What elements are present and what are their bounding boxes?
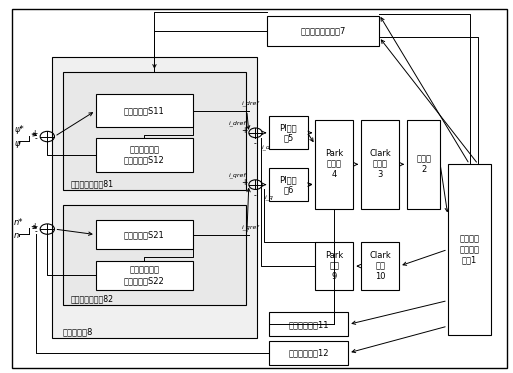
Bar (407, 120, 440, 209)
Text: PI调节
器6: PI调节 器6 (280, 175, 297, 194)
Text: 位置检测模块11: 位置检测模块11 (288, 320, 329, 329)
Text: Clark
反变换
3: Clark 反变换 3 (369, 150, 391, 179)
Bar (52, 57, 256, 338)
Text: i_dref: i_dref (228, 120, 246, 126)
Text: 故障标称模型
支持向量机S22: 故障标称模型 支持向量机S22 (124, 266, 165, 285)
Text: -: - (254, 140, 257, 148)
Text: 故障内模控制器82: 故障内模控制器82 (70, 294, 113, 303)
Text: i_d: i_d (262, 144, 270, 150)
Bar (96, 261, 193, 290)
Text: i_qref: i_qref (242, 225, 260, 230)
Bar (267, 16, 379, 46)
Bar (315, 120, 353, 209)
Bar (315, 242, 353, 290)
Text: PI调节
器5: PI调节 器5 (280, 123, 297, 142)
Text: +: + (31, 129, 37, 138)
Bar (269, 341, 348, 365)
Bar (96, 94, 193, 127)
Text: -: - (35, 135, 37, 144)
Text: 容错控制器8: 容错控制器8 (63, 327, 93, 336)
Text: 逆变器
2: 逆变器 2 (416, 154, 431, 174)
Bar (361, 120, 399, 209)
Text: +: + (31, 222, 37, 231)
Bar (448, 164, 491, 335)
Text: i_dref: i_dref (242, 100, 260, 106)
Text: 正常控制器S11: 正常控制器S11 (124, 106, 165, 115)
Text: 正常内模控制器81: 正常内模控制器81 (70, 179, 113, 188)
Text: Park
变换
9: Park 变换 9 (325, 251, 343, 281)
Bar (96, 220, 193, 250)
Bar (63, 205, 246, 305)
Bar (269, 116, 307, 150)
Bar (96, 138, 193, 172)
Text: +: + (241, 126, 247, 135)
Text: i_qref: i_qref (228, 172, 246, 178)
Text: Park
反变换
4: Park 反变换 4 (325, 150, 343, 179)
Bar (63, 72, 246, 190)
Text: n*: n* (14, 218, 24, 227)
Text: ψ: ψ (14, 139, 19, 148)
Text: -: - (35, 227, 37, 236)
Text: ψ*: ψ* (14, 125, 24, 134)
Text: 正常标称模型
支持向量机S12: 正常标称模型 支持向量机S12 (124, 145, 165, 165)
Bar (361, 242, 399, 290)
Text: 故障控制器S21: 故障控制器S21 (124, 230, 165, 239)
Text: 磁链观测切换模块7: 磁链观测切换模块7 (300, 26, 346, 35)
Text: +: + (241, 178, 247, 187)
Text: 速度检测模块12: 速度检测模块12 (288, 348, 329, 357)
Text: n: n (14, 231, 19, 240)
Text: -: - (254, 191, 257, 200)
Text: Clark
变换
10: Clark 变换 10 (369, 251, 391, 281)
Text: 六相永磁
同步直线
电机1: 六相永磁 同步直线 电机1 (460, 235, 480, 264)
Bar (269, 168, 307, 201)
Bar (269, 312, 348, 336)
Text: i_q: i_q (265, 194, 274, 200)
